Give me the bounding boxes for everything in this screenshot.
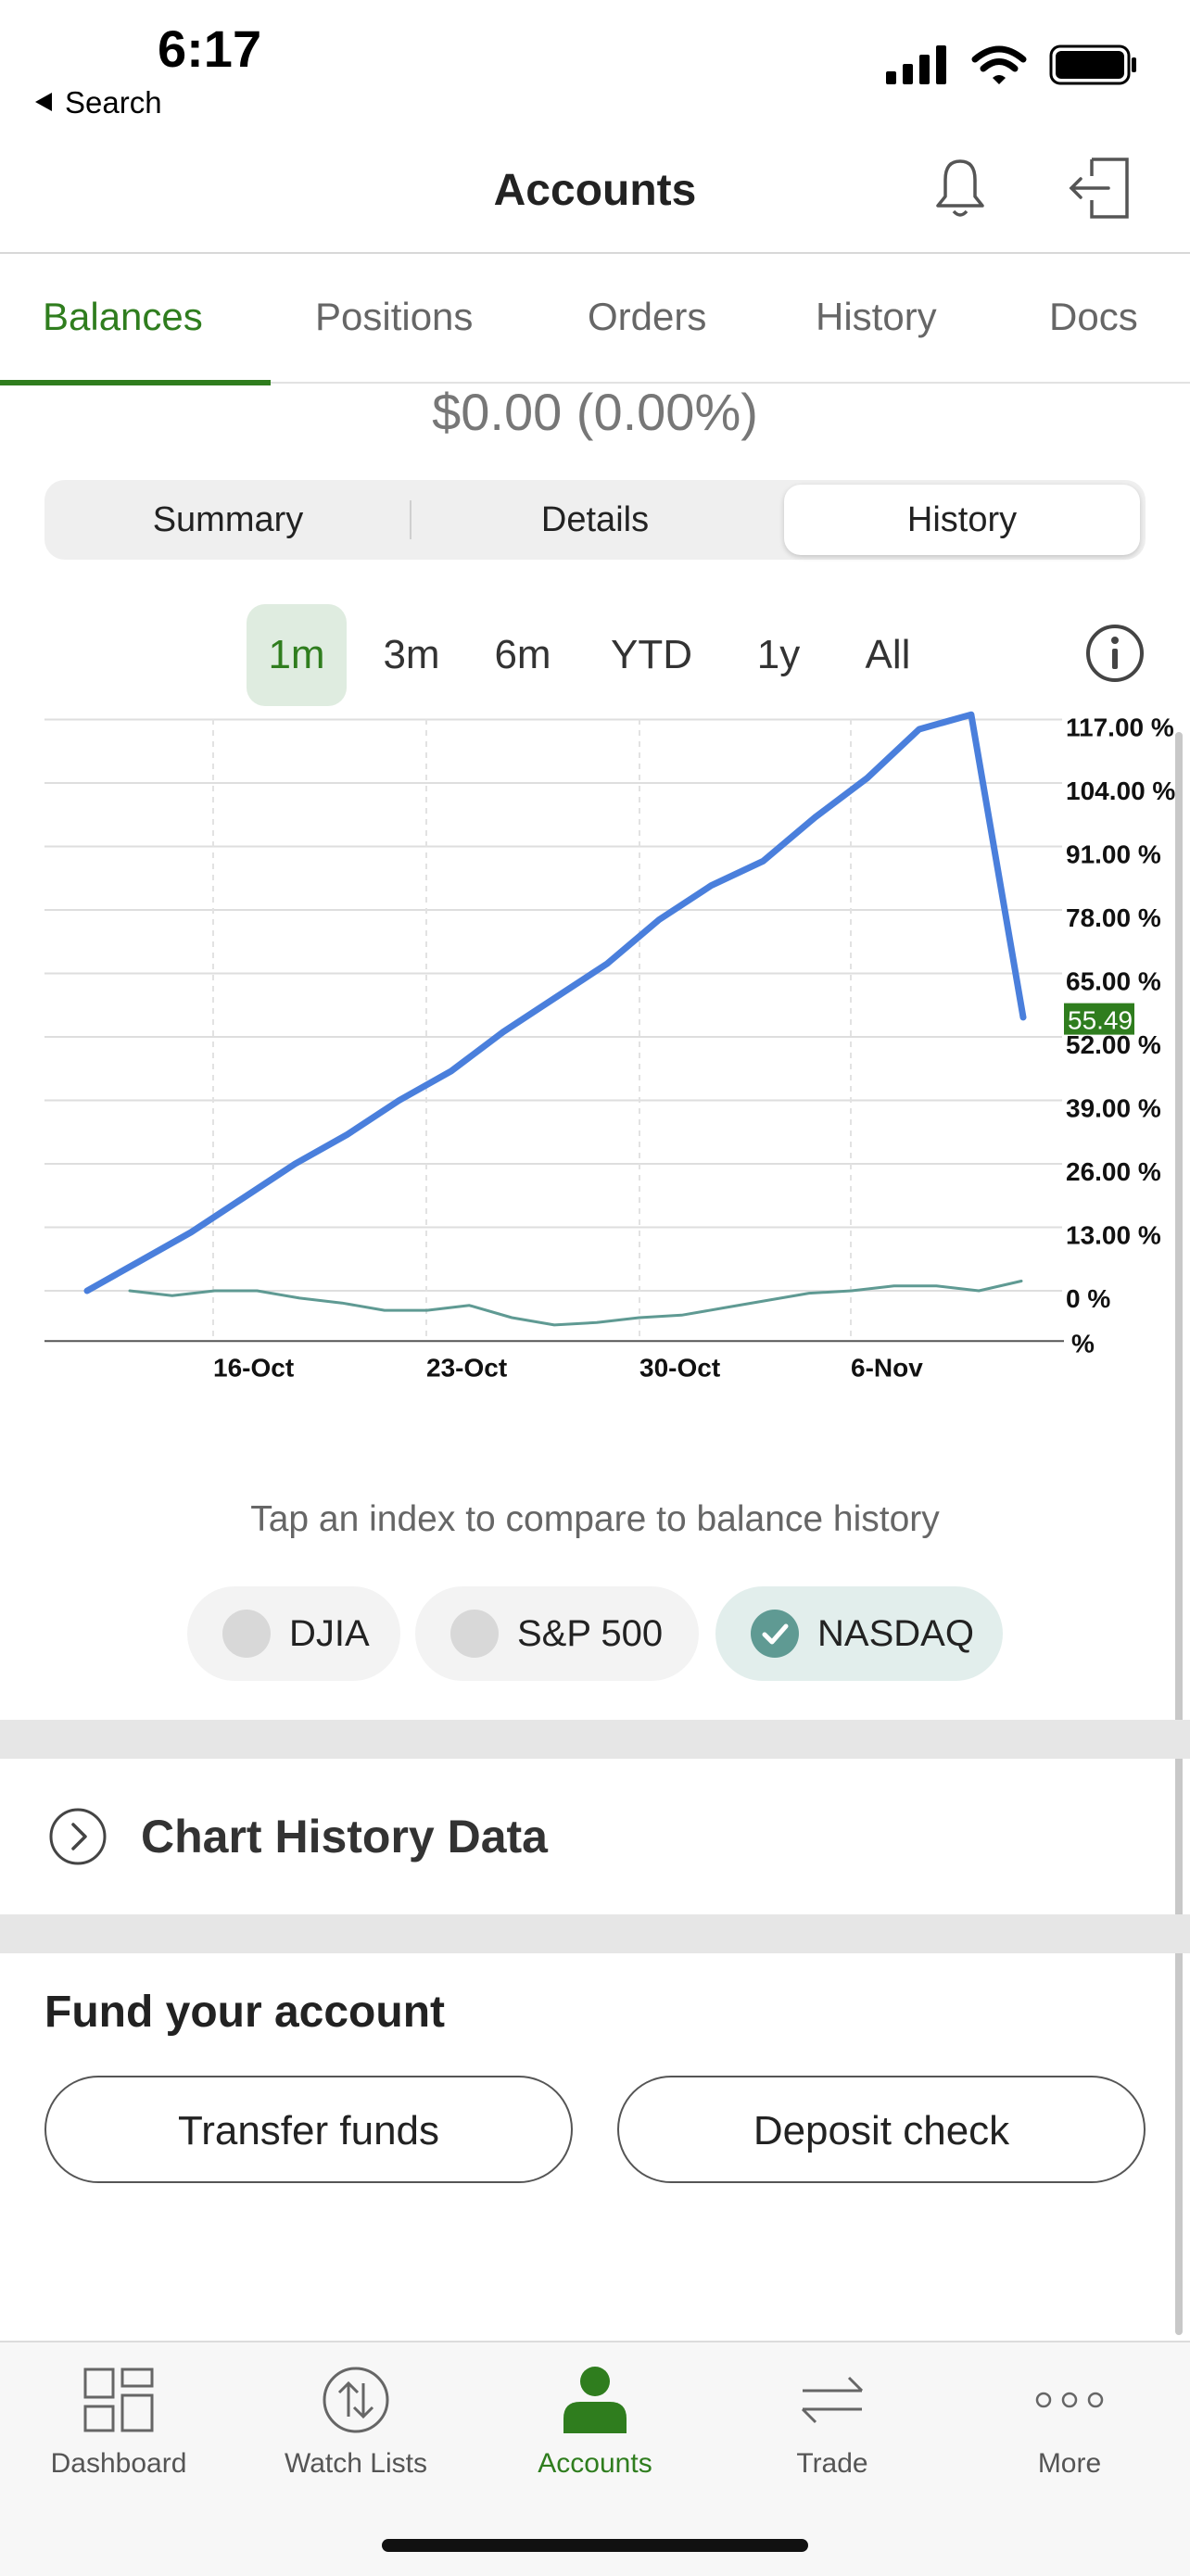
range-1m[interactable]: 1m (247, 604, 347, 706)
y-tick-label: 0 % (1066, 1284, 1110, 1313)
y-tick-label: 78.00 % (1066, 903, 1161, 932)
person-icon (563, 2367, 627, 2433)
segment-separator (410, 500, 411, 539)
back-label: Search (65, 85, 162, 120)
index-label: S&P 500 (517, 1612, 664, 1654)
fund-account-title: Fund your account (44, 1988, 445, 2037)
tabbar-accounts[interactable]: Accounts (476, 2361, 714, 2480)
gain-value: $0.00 (0.00%) (432, 383, 758, 441)
current-value-label: 55.49 (1068, 1006, 1133, 1035)
nav-divider (0, 252, 1190, 254)
index-chip-djia[interactable]: DJIA (187, 1586, 400, 1681)
range-1y[interactable]: 1y (756, 632, 801, 677)
y-tick-label: 65.00 % (1066, 967, 1161, 996)
y-tick-label: 117.00 % (1066, 713, 1174, 742)
tabbar-label: Watch Lists (285, 2448, 427, 2479)
tab-history[interactable]: History (816, 295, 937, 338)
y-tick-label: 39.00 % (1066, 1094, 1161, 1123)
section-divider (0, 1914, 1190, 1953)
y-tick-label: 13.00 % (1066, 1221, 1161, 1250)
check-circle-icon (751, 1610, 799, 1658)
range-3m[interactable]: 3m (383, 632, 440, 677)
index-chip-sp500[interactable]: S&P 500 (415, 1586, 699, 1681)
tabbar-label: Trade (796, 2448, 868, 2479)
logout-icon[interactable] (1066, 156, 1133, 221)
wifi-icon (971, 45, 1027, 84)
balance-history-chart: 117.00 % 104.00 % 91.00 % 78.00 % 65.00 % 52.… (44, 711, 1175, 1382)
segment-active-indicator (784, 485, 1140, 555)
tabs-divider (0, 382, 1190, 384)
bell-icon[interactable] (932, 156, 988, 221)
range-ytd[interactable]: YTD (611, 632, 692, 677)
dots-icon (1035, 2392, 1104, 2408)
x-tick-label: 6-Nov (851, 1353, 923, 1382)
info-icon[interactable] (1084, 623, 1146, 684)
segment-history[interactable]: History (906, 500, 1018, 539)
tab-orders[interactable]: Orders (588, 295, 707, 338)
back-to-search[interactable]: Search (33, 85, 162, 120)
y-tick-label: % (1071, 1329, 1095, 1357)
unchecked-circle-icon (450, 1610, 499, 1658)
tab-positions[interactable]: Positions (315, 295, 474, 338)
tabbar-watch-lists[interactable]: Watch Lists (237, 2361, 475, 2480)
updown-icon (323, 2367, 389, 2433)
signal-icon (886, 45, 946, 84)
status-icons (886, 44, 1138, 85)
grid-icon (83, 2368, 154, 2432)
range-6m[interactable]: 6m (494, 632, 551, 677)
home-indicator (382, 2539, 808, 2552)
current-value-badge (1064, 1003, 1134, 1035)
tabbar-trade[interactable]: Trade (714, 2361, 951, 2480)
status-time: 6:17 (158, 19, 262, 78)
battery-icon (1049, 44, 1136, 85)
bottom-tab-bar: Dashboard Watch Lists Accounts Trad (0, 2341, 1190, 2576)
transfer-funds-button[interactable]: Transfer funds (44, 2076, 573, 2183)
x-tick-label: 16-Oct (213, 1353, 294, 1382)
page-title: Accounts (493, 166, 697, 215)
tabbar-more[interactable]: More (951, 2361, 1188, 2480)
tabbar-label: Dashboard (50, 2448, 187, 2479)
y-tick-label: 104.00 % (1066, 777, 1175, 805)
index-label: DJIA (289, 1612, 370, 1654)
tab-balances[interactable]: Balances (43, 295, 203, 338)
index-chip-nasdaq[interactable]: NASDAQ (715, 1586, 1003, 1681)
y-tick-label: 52.00 % (1066, 1030, 1161, 1059)
balance-series-line (83, 711, 1027, 1294)
chart-history-data-row[interactable]: Chart History Data (48, 1807, 548, 1866)
tabbar-dashboard[interactable]: Dashboard (0, 2361, 237, 2480)
range-all[interactable]: All (865, 632, 911, 677)
back-arrow-icon (33, 85, 54, 120)
chart-history-label: Chart History Data (141, 1811, 548, 1863)
tab-docs[interactable]: Docs (1049, 295, 1138, 338)
x-tick-label: 30-Oct (639, 1353, 720, 1382)
segmented-control: Summary Details History (44, 480, 1146, 560)
tabbar-label: More (1037, 2448, 1102, 2479)
segment-summary[interactable]: Summary (152, 500, 304, 539)
index-label: NASDAQ (817, 1612, 974, 1654)
y-tick-label: 91.00 % (1066, 840, 1161, 869)
index-series-line (128, 1280, 1023, 1327)
account-tabs: Balances Positions Orders History Docs (0, 258, 1190, 385)
tabbar-label: Accounts (538, 2448, 652, 2479)
deposit-check-button[interactable]: Deposit check (617, 2076, 1146, 2183)
unchecked-circle-icon (222, 1610, 271, 1658)
y-tick-label: 26.00 % (1066, 1157, 1161, 1186)
chevron-right-circle-icon (49, 1808, 107, 1865)
section-divider (0, 1720, 1190, 1759)
scrollbar[interactable] (1175, 732, 1183, 2335)
compare-prompt: Tap an index to compare to balance histo… (250, 1499, 940, 1539)
x-tick-label: 23-Oct (426, 1353, 507, 1382)
active-tab-indicator (0, 380, 271, 385)
segment-details[interactable]: Details (540, 500, 650, 539)
swap-icon (801, 2376, 864, 2424)
